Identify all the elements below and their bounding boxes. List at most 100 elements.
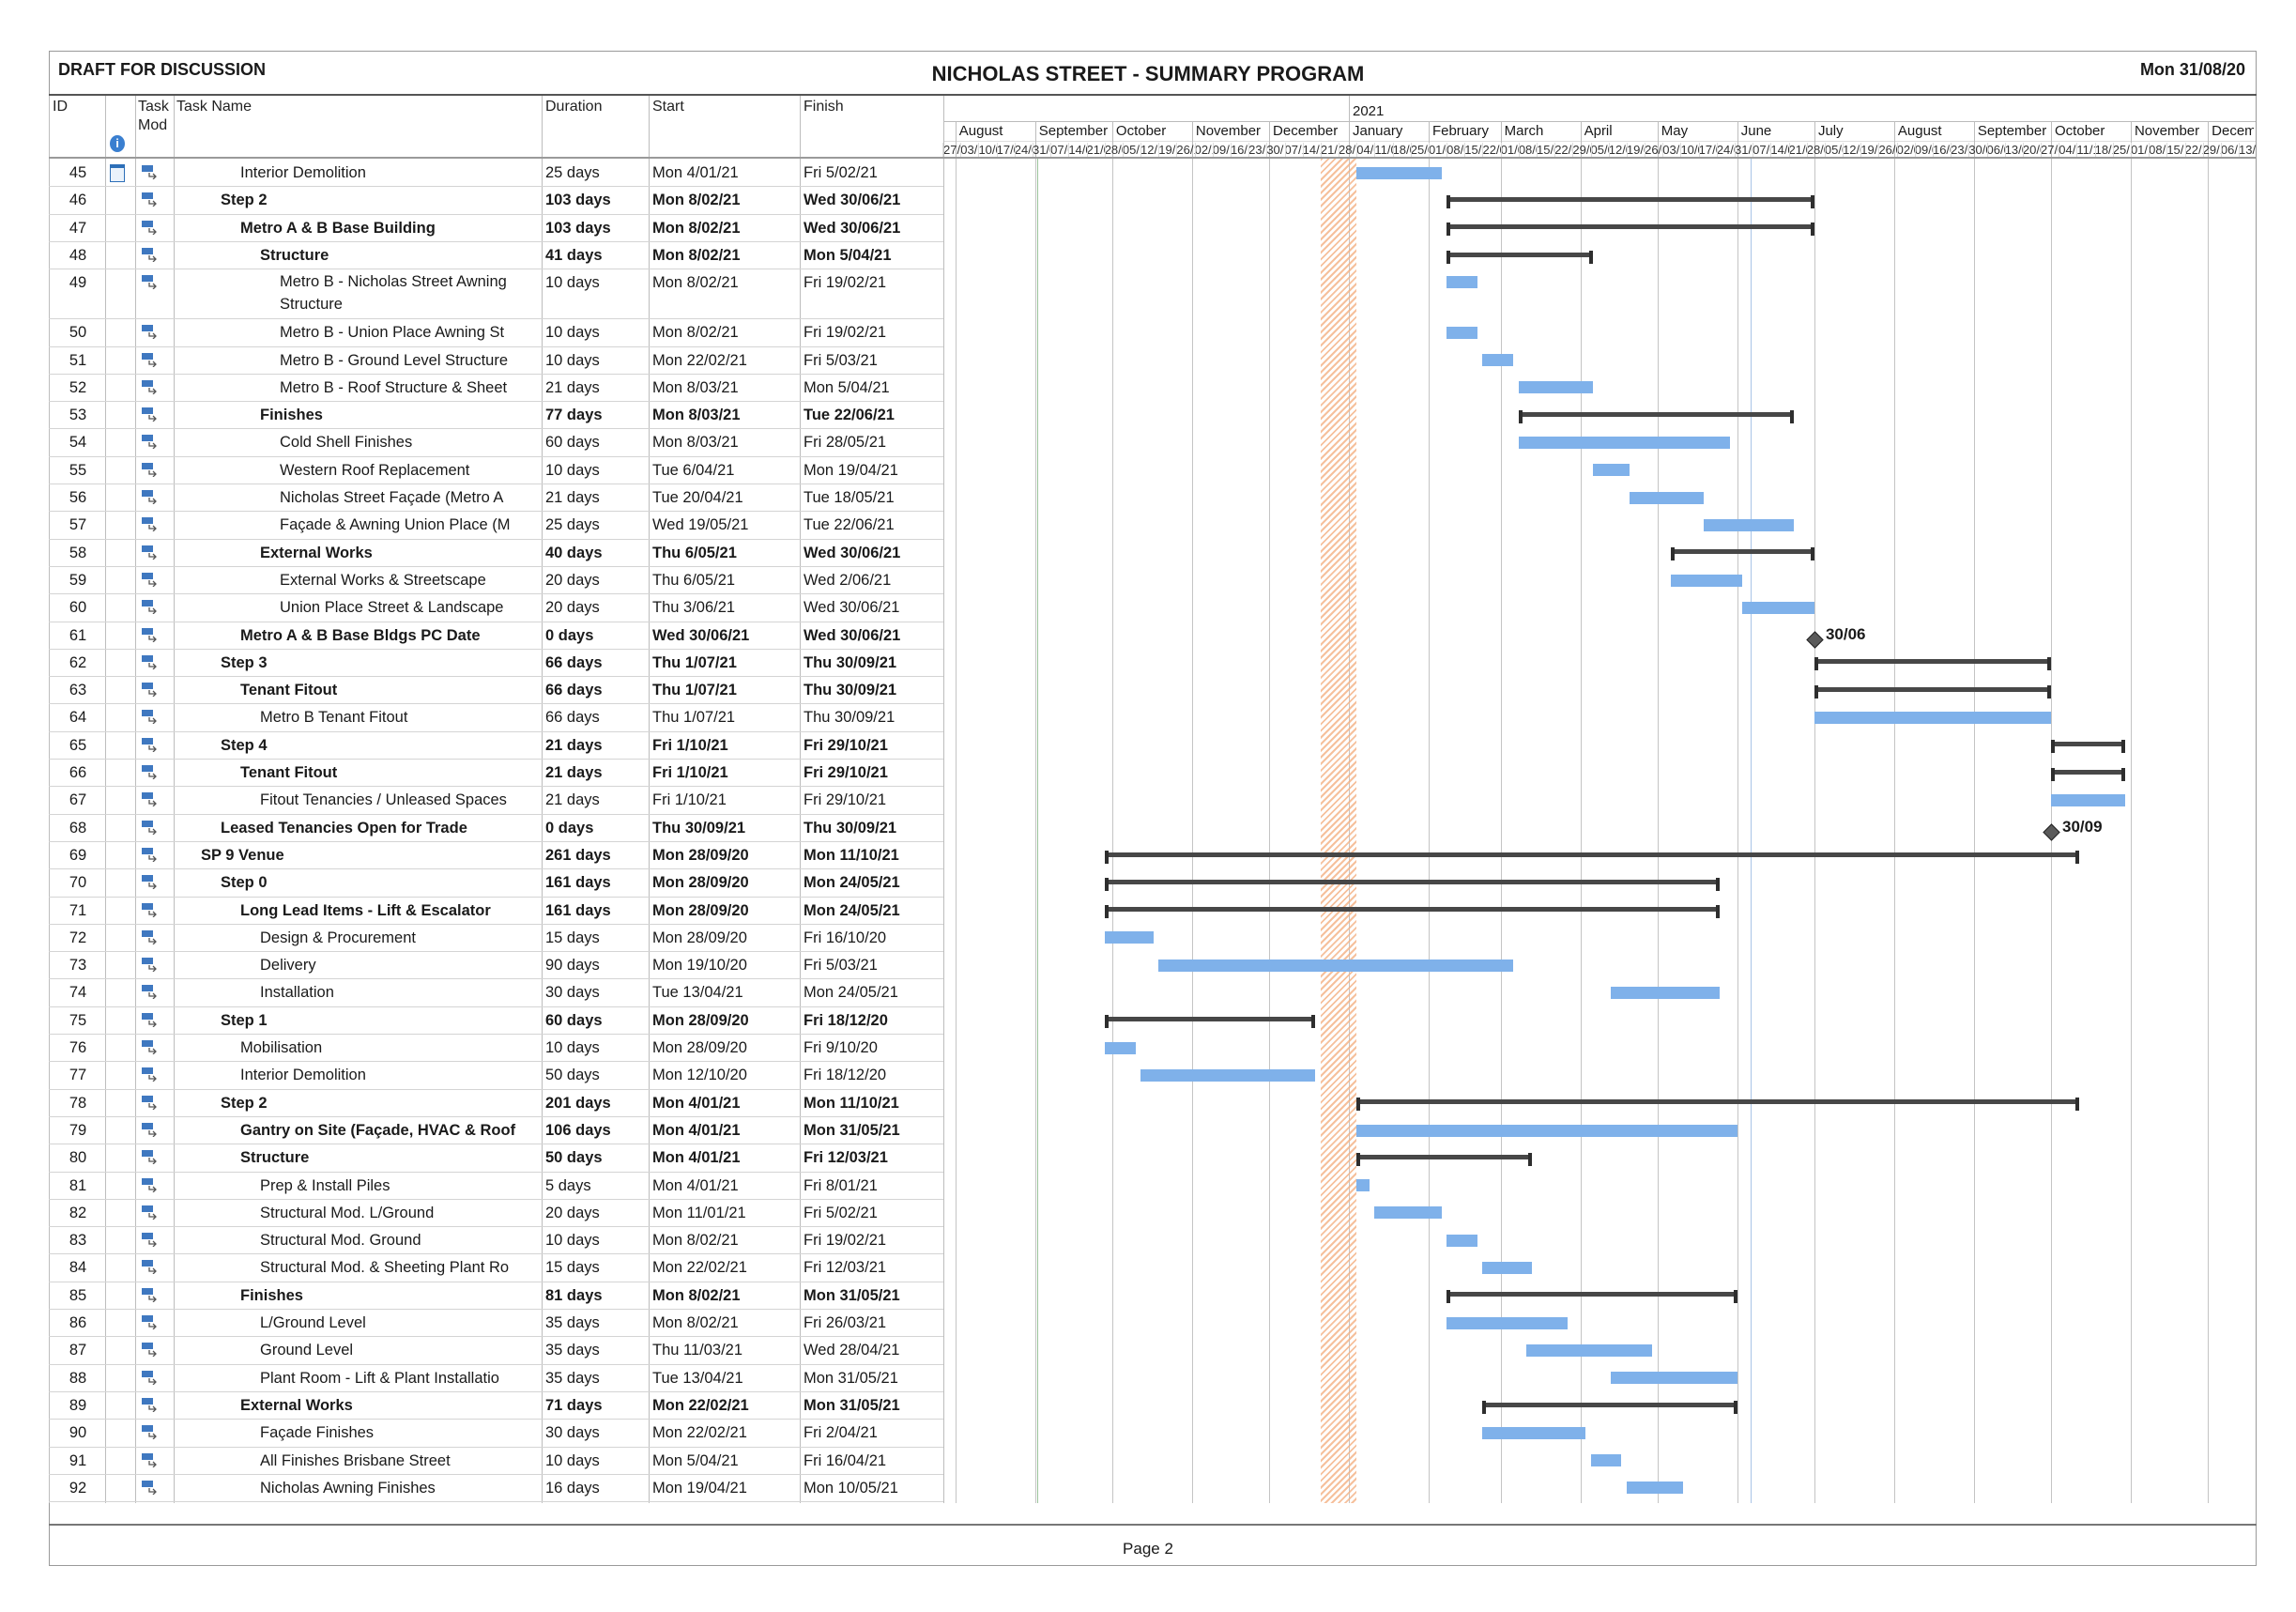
column-header-name[interactable]: Task Name <box>176 99 253 115</box>
task-name[interactable]: Cold Shell Finishes <box>280 434 413 452</box>
table-row[interactable]: 53 Finishes 77 days Mon 8/03/21 Tue 22/06/21 <box>0 401 943 428</box>
column-header-start[interactable]: Start <box>652 99 684 115</box>
task-name[interactable]: Façade & Awning Union Place (M <box>280 516 511 534</box>
table-row[interactable]: 59 External Works & Streetscape 20 days Thu… <box>0 566 943 593</box>
column-header-finish[interactable]: Finish <box>804 99 844 115</box>
task-name[interactable]: Structural Mod. & Sheeting Plant Ro <box>260 1259 510 1277</box>
table-row[interactable]: 70 Step 0 161 days Mon 28/09/20 Mon 24/05/21 <box>0 868 943 896</box>
summary-bar[interactable] <box>1814 659 2052 665</box>
task-bar[interactable] <box>1104 1041 1136 1054</box>
task-name[interactable]: Prep & Install Piles <box>260 1176 390 1194</box>
table-row[interactable]: 84 Structural Mod. & Sheeting Plant Ro 15 … <box>0 1253 943 1281</box>
task-bar[interactable] <box>1158 959 1514 972</box>
table-row[interactable]: 78 Step 2 201 days Mon 4/01/21 Mon 11/10/21 <box>0 1089 943 1116</box>
table-row[interactable]: 55 Western Roof Replacement 10 days Tue 6/0… <box>0 456 943 484</box>
task-bar[interactable] <box>1626 1482 1684 1495</box>
table-row[interactable]: 69 SP 9 Venue 261 days Mon 28/09/20 Mon 11/1… <box>0 841 943 868</box>
task-bar[interactable] <box>1611 1372 1737 1385</box>
task-name[interactable]: Design & Procurement <box>260 929 416 946</box>
table-row[interactable]: 61 Metro A & B Base Bldgs PC Date 0 days We… <box>0 622 943 649</box>
task-name[interactable]: External Works <box>240 1396 353 1414</box>
summary-bar[interactable] <box>2051 769 2126 775</box>
table-row[interactable]: 48 Structure 41 days Mon 8/02/21 Mon 5/04/21 <box>0 241 943 269</box>
summary-bar[interactable] <box>2051 742 2126 747</box>
table-row[interactable]: 73 Delivery 90 days Mon 19/10/20 Fri 5/03/21 <box>0 951 943 978</box>
table-row[interactable]: 79 Gantry on Site (Façade, HVAC & Roof 106… <box>0 1116 943 1144</box>
task-name[interactable]: External Works <box>260 544 373 561</box>
task-name[interactable]: Installation <box>260 984 334 1002</box>
summary-bar[interactable] <box>1356 1099 2080 1105</box>
task-name[interactable]: Step 2 <box>221 192 268 209</box>
task-name[interactable]: L/Ground Level <box>260 1314 366 1331</box>
table-row[interactable]: 89 External Works 71 days Mon 22/02/21 Mon 3… <box>0 1391 943 1419</box>
summary-bar[interactable] <box>1446 1292 1737 1297</box>
task-name[interactable]: Step 0 <box>221 874 268 892</box>
column-header-duration[interactable]: Duration <box>545 99 603 115</box>
table-row[interactable]: 56 Nicholas Street Façade (Metro A 21 days… <box>0 484 943 511</box>
task-bar[interactable] <box>1611 987 1720 1000</box>
summary-bar[interactable] <box>1356 1154 1532 1159</box>
task-name[interactable]: Nicholas Street Façade (Metro A <box>280 489 504 506</box>
task-name[interactable]: Metro B - Ground Level Structure <box>280 351 509 369</box>
task-bar[interactable] <box>2051 793 2126 806</box>
table-row[interactable]: 72 Design & Procurement 15 days Mon 28/09/2… <box>0 924 943 951</box>
table-row[interactable]: 86 L/Ground Level 35 days Mon 8/02/21 Fri 26… <box>0 1309 943 1336</box>
table-row[interactable]: 46 Step 2 103 days Mon 8/02/21 Wed 30/06/21 <box>0 186 943 213</box>
table-row[interactable]: 81 Prep & Install Piles 5 days Mon 4/01/21 F… <box>0 1172 943 1199</box>
summary-bar[interactable] <box>1814 686 2052 692</box>
task-name[interactable]: Metro B Tenant Fitout <box>260 709 408 727</box>
task-bar[interactable] <box>1140 1068 1316 1082</box>
task-name[interactable]: Western Roof Replacement <box>280 461 470 479</box>
task-name[interactable]: Metro A & B Base Bldgs PC Date <box>240 626 481 644</box>
task-name[interactable]: Metro B - Union Place Awning St <box>280 324 505 342</box>
task-name[interactable]: Finishes <box>260 407 323 424</box>
task-name[interactable]: External Works & Streetscape <box>280 571 486 589</box>
summary-bar[interactable] <box>1670 549 1814 555</box>
table-row[interactable]: 88 Plant Room - Lift & Plant Installatio 3… <box>0 1364 943 1391</box>
task-bar[interactable] <box>1446 326 1477 339</box>
task-bar[interactable] <box>1482 1262 1532 1275</box>
task-bar[interactable] <box>1482 354 1514 367</box>
table-row[interactable]: 71 Long Lead Items - Lift & Escalator 161 … <box>0 897 943 924</box>
summary-bar[interactable] <box>1104 1017 1316 1022</box>
table-row[interactable]: 80 Structure 50 days Mon 4/01/21 Fri 12/03/2… <box>0 1144 943 1171</box>
task-name[interactable]: Step 4 <box>221 736 268 754</box>
table-row[interactable]: 60 Union Place Street & Landscape 20 days T… <box>0 593 943 621</box>
table-row[interactable]: 67 Fitout Tenancies / Unleased Spaces 21 d… <box>0 786 943 813</box>
summary-bar[interactable] <box>1482 1402 1737 1407</box>
table-row[interactable]: 47 Metro A & B Base Building 103 days Mon 8… <box>0 214 943 241</box>
table-row[interactable]: 51 Metro B - Ground Level Structure 10 day… <box>0 346 943 374</box>
task-name[interactable]: Structure <box>260 246 329 264</box>
task-name[interactable]: SP 9 Venue <box>201 846 284 864</box>
task-name[interactable]: Fitout Tenancies / Unleased Spaces <box>260 791 507 809</box>
table-row[interactable]: 90 Façade Finishes 30 days Mon 22/02/21 Fri … <box>0 1419 943 1446</box>
task-name[interactable]: Structure <box>240 1149 310 1167</box>
table-row[interactable]: 83 Structural Mod. Ground 10 days Mon 8/02/… <box>0 1226 943 1253</box>
task-name[interactable]: Long Lead Items - Lift & Escalator <box>240 901 491 919</box>
task-bar[interactable] <box>1518 381 1594 394</box>
task-name[interactable]: Leased Tenancies Open for Trade <box>221 819 467 837</box>
task-name[interactable]: Delivery <box>260 957 316 975</box>
table-row[interactable]: 85 Finishes 81 days Mon 8/02/21 Mon 31/05/21 <box>0 1282 943 1309</box>
table-row[interactable]: 63 Tenant Fitout 66 days Thu 1/07/21 Thu 30/… <box>0 676 943 703</box>
table-row[interactable]: 52 Metro B - Roof Structure & Sheet 21 day… <box>0 374 943 401</box>
task-name[interactable]: Interior Demolition <box>240 1067 366 1084</box>
task-name[interactable]: Metro B - Nicholas Street Awning Structu… <box>280 273 507 314</box>
task-bar[interactable] <box>1742 601 1814 614</box>
summary-bar[interactable] <box>1104 907 1720 913</box>
table-row[interactable]: 54 Cold Shell Finishes 60 days Mon 8/03/21 F… <box>0 428 943 455</box>
task-name[interactable]: Metro A & B Base Building <box>240 219 436 237</box>
task-bar[interactable] <box>1356 166 1442 179</box>
task-name[interactable]: Gantry on Site (Façade, HVAC & Roof <box>240 1121 516 1139</box>
task-bar[interactable] <box>1446 1234 1477 1247</box>
task-name[interactable]: Plant Room - Lift & Plant Installatio <box>260 1369 499 1387</box>
task-name[interactable]: Union Place Street & Landscape <box>280 599 504 617</box>
task-name[interactable]: Step 2 <box>221 1094 268 1112</box>
table-row[interactable]: 82 Structural Mod. L/Ground 20 days Mon 11/… <box>0 1199 943 1226</box>
task-bar[interactable] <box>1482 1426 1586 1439</box>
summary-bar[interactable] <box>1446 224 1814 230</box>
table-row[interactable]: 62 Step 3 66 days Thu 1/07/21 Thu 30/09/21 <box>0 649 943 676</box>
task-bar[interactable] <box>1356 1179 1370 1192</box>
task-bar[interactable] <box>1446 1316 1568 1329</box>
table-row[interactable]: 64 Metro B Tenant Fitout 66 days Thu 1/07/2… <box>0 703 943 730</box>
